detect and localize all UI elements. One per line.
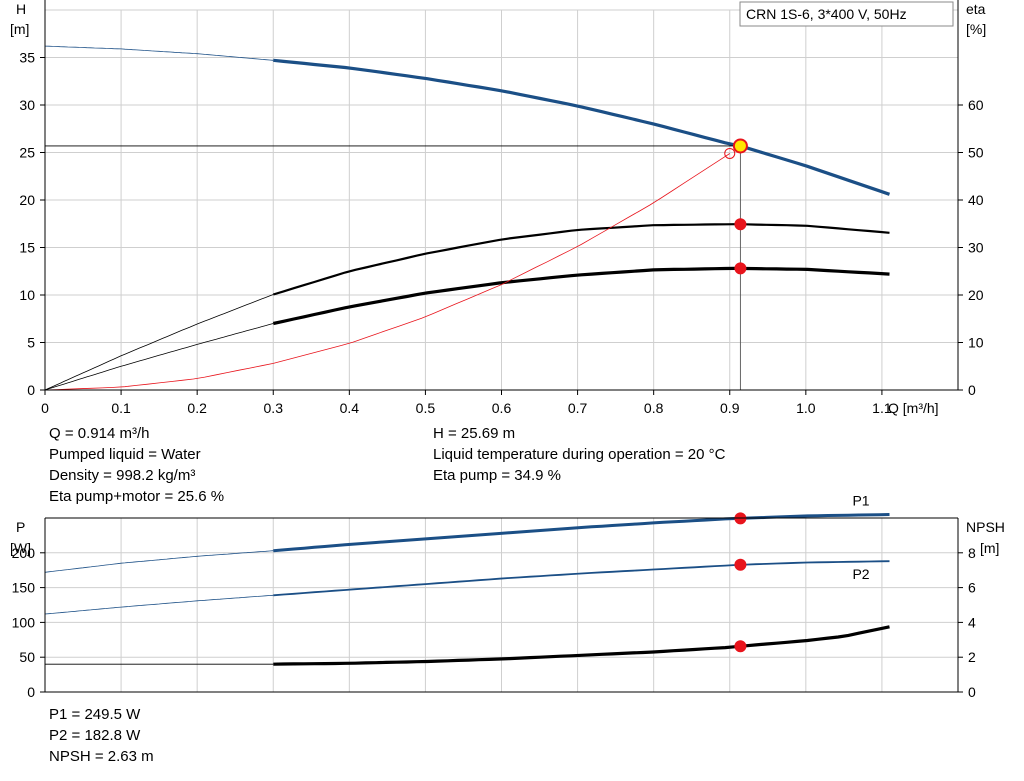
info-p2: P2 = 182.8 W [49,727,141,744]
p-axis-label: P [16,519,25,535]
right-tick-label: 50 [968,145,984,161]
h-unit-label: [m] [10,21,29,37]
info-pumped-liquid: Pumped liquid = Water [49,446,201,463]
curve-npsh [273,625,890,666]
info-bottom: P1 = 249.5 W P2 = 182.8 W NPSH = 2.63 m [49,704,154,767]
left-tick-label: 0 [27,382,35,398]
info-npsh: NPSH = 2.63 m [49,748,154,765]
bottom-left-tick-label: 0 [27,684,35,700]
info-p1: P1 = 249.5 W [49,706,141,723]
x-tick-label: 0.6 [492,400,512,416]
x-tick-label: 0.7 [568,400,588,416]
x-tick-label: 1.1 [872,400,892,416]
npsh-unit-label: [m] [980,540,999,556]
info-head: H = 25.69 m [433,425,516,442]
info-liquid-temperature: Liquid temperature during operation = 20… [433,446,726,463]
chart-title: CRN 1S-6, 3*400 V, 50Hz [746,6,907,22]
title-box: CRN 1S-6, 3*400 V, 50Hz [739,1,954,27]
grid-lines [44,9,959,693]
title-box-frame [739,1,954,27]
info-top-right: H = 25.69 m Liquid temperature during op… [433,423,725,486]
x-tick-label: 0.4 [340,400,360,416]
info-density: Density = 998.2 kg/m³ [49,467,196,484]
left-tick-label: 25 [19,145,35,161]
bottom-left-tick-label: 150 [12,580,36,596]
curves [44,45,891,666]
x-tick-label: 0.1 [111,400,131,416]
right-tick-label: 60 [968,97,984,113]
eta-pump-motor-marker [734,262,747,275]
right-tick-label: 20 [968,287,984,303]
system-curve-end-marker [724,147,736,159]
x-tick-label: 0.5 [416,400,436,416]
bottom-right-tick-label: 0 [968,684,976,700]
curve-p1-extension [44,550,274,573]
npsh-axis-label: NPSH [966,519,1005,535]
eta-pump-marker [734,218,747,231]
curve-system [44,153,731,391]
q-axis-label: Q [m³/h] [888,400,939,416]
bottom-right-tick-label: 8 [968,545,976,561]
left-tick-label: 10 [19,287,35,303]
npsh-marker [734,640,747,653]
h-axis-label: H [16,1,26,17]
info-eta-pump: Eta pump = 34.9 % [433,467,561,484]
left-tick-label: 5 [27,335,35,351]
bottom-left-tick-label: 100 [12,614,36,630]
curve-p1 [273,513,890,553]
info-eta-pump-motor: Eta pump+motor = 25.6 % [49,488,225,505]
x-tick-label: 0.3 [264,400,284,416]
curve-eta_pump_motor-extension [44,323,274,391]
left-tick-label: 15 [19,240,35,256]
curve-eta_pump_motor [272,266,890,326]
left-tick-label: 35 [19,50,35,66]
x-tick-label: 0 [41,400,49,416]
duty-point-marker [732,138,748,154]
axis-labels: 0 0.1 0.2 0.3 0.4 0.5 0.6 0.7 0.8 0.9 1.0 1.1 0 5 10 15… [10,1,1005,700]
eta-axis-label: eta [966,1,986,17]
bottom-left-tick-label: 50 [19,649,35,665]
p2-marker [734,558,747,571]
x-tick-label: 1.0 [796,400,816,416]
p2-series-label: P2 [852,566,869,582]
left-tick-label: 20 [19,192,35,208]
x-tick-label: 0.9 [720,400,740,416]
bottom-right-tick-label: 2 [968,649,976,665]
p-unit-label: [W] [10,540,31,556]
info-top-left: Q = 0.914 m³/h Pumped liquid = Water Den… [49,423,224,507]
right-tick-label: 10 [968,335,984,351]
left-tick-label: 30 [19,97,35,113]
axes [40,0,963,693]
bottom-right-tick-label: 4 [968,614,976,630]
x-tick-label: 0.8 [644,400,664,416]
eta-unit-label: [%] [966,21,986,37]
curve-head-extension [44,45,274,61]
right-tick-label: 40 [968,192,984,208]
curve-p2 [273,560,890,597]
curve-eta_pump [272,223,890,296]
x-tick-label: 0.2 [187,400,207,416]
bottom-left-tick-label: 200 [12,545,36,561]
right-tick-label: 0 [968,382,976,398]
p1-series-label: P1 [852,493,869,509]
curve-head [273,58,891,196]
info-flow: Q = 0.914 m³/h [49,425,150,442]
right-tick-label: 30 [968,240,984,256]
operating-point-markers [724,138,748,653]
bottom-right-tick-label: 6 [968,580,976,596]
curve-eta_pump-extension [44,294,274,391]
curve-p2-extension [44,594,274,615]
